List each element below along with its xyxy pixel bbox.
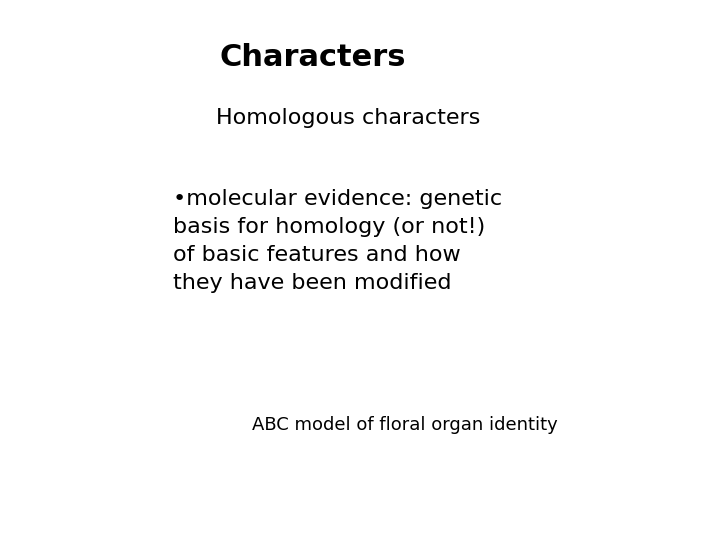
Text: Homologous characters: Homologous characters	[216, 108, 480, 128]
Text: Characters: Characters	[220, 43, 407, 72]
Text: ABC model of floral organ identity: ABC model of floral organ identity	[252, 416, 558, 434]
Text: •molecular evidence: genetic
basis for homology (or not!)
of basic features and : •molecular evidence: genetic basis for h…	[173, 189, 502, 293]
